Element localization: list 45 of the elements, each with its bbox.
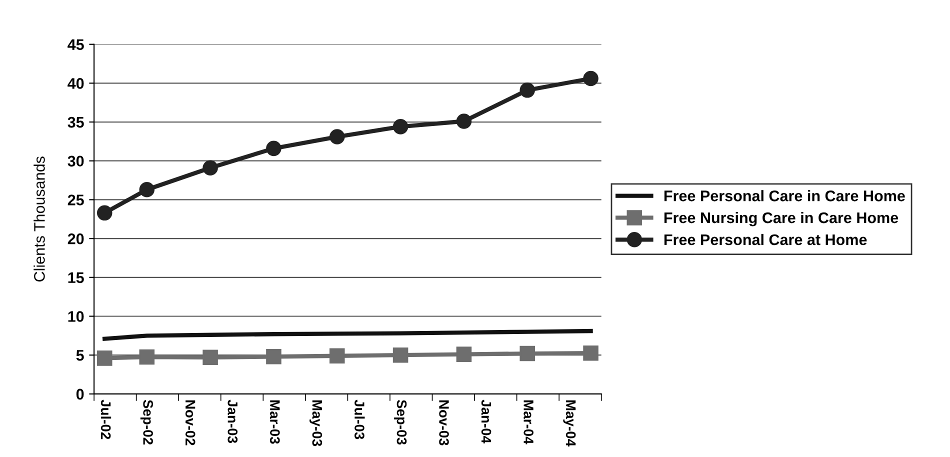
point	[392, 347, 408, 363]
y-tick-label: 10	[68, 311, 84, 322]
point	[456, 114, 472, 129]
y-tick-label: 30	[68, 156, 84, 167]
point	[96, 350, 112, 366]
point	[202, 350, 218, 366]
point	[266, 349, 282, 364]
y-tick-label: 5	[76, 350, 84, 361]
x-tick-label: Sep-02	[140, 400, 153, 444]
y-axis-title: Clients Thousands	[34, 156, 45, 282]
point	[392, 119, 408, 134]
point	[139, 349, 155, 365]
legend-label: Free Personal Care in Care Home	[664, 190, 905, 202]
legend-label: Free Personal Care at Home	[664, 234, 867, 246]
legend-label: Free Nursing Care in Care Home	[664, 212, 898, 226]
x-tick-label: Nov-02	[185, 400, 196, 446]
point	[139, 182, 155, 198]
x-tick-label: Jul-02	[100, 400, 112, 440]
point	[202, 160, 218, 176]
line-series	[102, 328, 593, 341]
point	[329, 129, 345, 144]
y-tick-label: 40	[68, 78, 84, 89]
point	[329, 348, 345, 364]
point	[520, 82, 536, 98]
point	[583, 346, 598, 361]
y-tick-label: 20	[68, 233, 84, 244]
point	[266, 140, 282, 156]
x-tick-label: Jan-03	[228, 400, 238, 443]
x-tick-label: May-03	[310, 400, 322, 446]
x-tick-label: Sep-03	[394, 400, 407, 445]
y-tick-label: 15	[68, 272, 84, 284]
point	[456, 346, 472, 362]
point	[520, 346, 536, 362]
x-tick-label: Jan-04	[481, 400, 492, 444]
point	[583, 70, 598, 86]
y-tick-label: 0	[76, 388, 84, 400]
y-tick-label: 45	[68, 39, 84, 50]
x-tick-label: Mar-04	[524, 400, 534, 444]
y-tick-label: 25	[68, 194, 84, 206]
x-tick-label: Nov-03	[439, 400, 449, 446]
x-tick-label: May-04	[563, 400, 576, 447]
y-tick-label: 35	[68, 116, 84, 128]
x-tick-label: Mar-03	[270, 400, 280, 444]
point	[96, 205, 112, 221]
x-tick-label: Jul-03	[354, 400, 365, 440]
